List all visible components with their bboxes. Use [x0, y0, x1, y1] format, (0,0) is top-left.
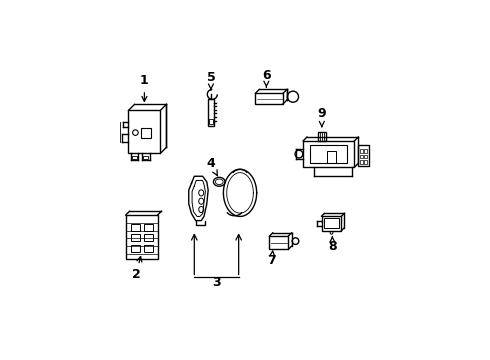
- Bar: [132, 156, 137, 159]
- Bar: [303, 141, 354, 167]
- Bar: [310, 145, 347, 163]
- Bar: [126, 215, 158, 260]
- Bar: [321, 216, 342, 231]
- Bar: [270, 236, 288, 249]
- Bar: [131, 224, 140, 231]
- Bar: [318, 132, 326, 141]
- Bar: [128, 111, 160, 153]
- Bar: [144, 156, 148, 159]
- Bar: [131, 234, 140, 241]
- Text: 9: 9: [318, 107, 326, 126]
- Bar: [360, 149, 363, 153]
- Text: 8: 8: [328, 237, 337, 253]
- Bar: [364, 155, 367, 158]
- Text: 1: 1: [140, 74, 149, 102]
- Text: 4: 4: [207, 157, 218, 176]
- Bar: [144, 234, 153, 241]
- Bar: [208, 99, 214, 126]
- Bar: [324, 219, 339, 228]
- Bar: [360, 160, 363, 164]
- Bar: [364, 149, 367, 153]
- Text: 3: 3: [212, 276, 221, 289]
- Text: 6: 6: [262, 68, 270, 87]
- Bar: [358, 145, 369, 166]
- Text: 5: 5: [207, 71, 215, 90]
- Text: 7: 7: [268, 251, 276, 267]
- Bar: [141, 129, 151, 138]
- Bar: [131, 245, 140, 252]
- Text: 2: 2: [132, 257, 142, 281]
- Bar: [209, 119, 213, 124]
- Bar: [327, 150, 336, 163]
- Bar: [144, 224, 153, 231]
- Bar: [364, 160, 367, 164]
- Bar: [360, 155, 363, 158]
- Bar: [255, 93, 283, 104]
- Bar: [144, 245, 153, 252]
